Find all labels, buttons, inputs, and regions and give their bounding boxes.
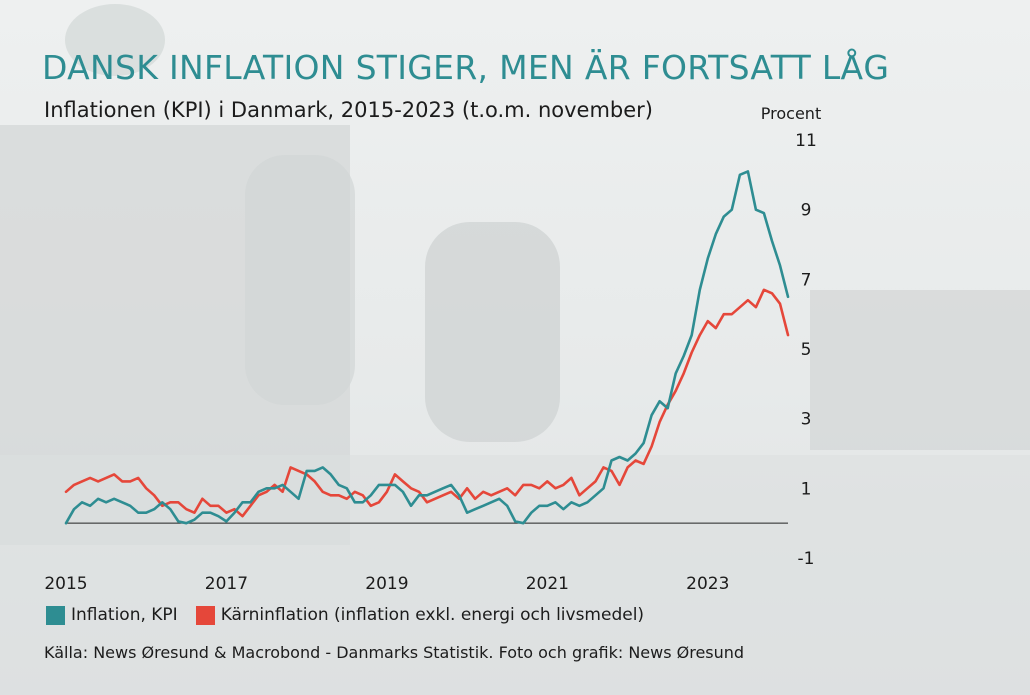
source-note: Källa: News Øresund & Macrobond - Danmar… bbox=[44, 643, 745, 662]
tower bbox=[245, 155, 355, 405]
legend-swatch-kpi bbox=[46, 605, 65, 625]
legend: Inflation, KPI Kärninflation (inflation … bbox=[46, 605, 662, 625]
legend-label-core: Kärninflation (inflation exkl. energi oc… bbox=[220, 605, 645, 625]
series-line-kpi bbox=[64, 170, 790, 525]
x-tick-label: 2023 bbox=[686, 574, 729, 594]
y-tick-label: -1 bbox=[798, 549, 815, 569]
x-tick-label: 2019 bbox=[365, 574, 408, 594]
legend-label-kpi: Inflation, KPI bbox=[71, 605, 178, 625]
x-tick-label: 2021 bbox=[526, 574, 569, 594]
series-line-core bbox=[64, 288, 790, 518]
round-building bbox=[425, 222, 560, 442]
y-tick-label: 5 bbox=[801, 340, 812, 360]
x-tick-label: 2017 bbox=[205, 574, 248, 594]
chart-subtitle: Inflationen (KPI) i Danmark, 2015-2023 (… bbox=[44, 98, 653, 122]
y-axis-label: Procent bbox=[761, 104, 821, 123]
x-tick-label: 2015 bbox=[44, 574, 87, 594]
y-tick-label: 3 bbox=[801, 410, 812, 430]
legend-item-core: Kärninflation (inflation exkl. energi oc… bbox=[195, 605, 645, 625]
chart-title: DANSK INFLATION STIGER, MEN ÄR FORTSATT … bbox=[42, 48, 890, 87]
right-building bbox=[810, 290, 1030, 450]
y-tick-label: 1 bbox=[801, 479, 812, 499]
y-tick-label: 7 bbox=[801, 270, 812, 290]
legend-swatch-core bbox=[195, 605, 215, 625]
y-tick-label: 11 bbox=[795, 131, 817, 151]
legend-item-kpi: Inflation, KPI bbox=[46, 605, 178, 625]
y-tick-label: 9 bbox=[801, 201, 812, 221]
dome bbox=[65, 4, 165, 76]
